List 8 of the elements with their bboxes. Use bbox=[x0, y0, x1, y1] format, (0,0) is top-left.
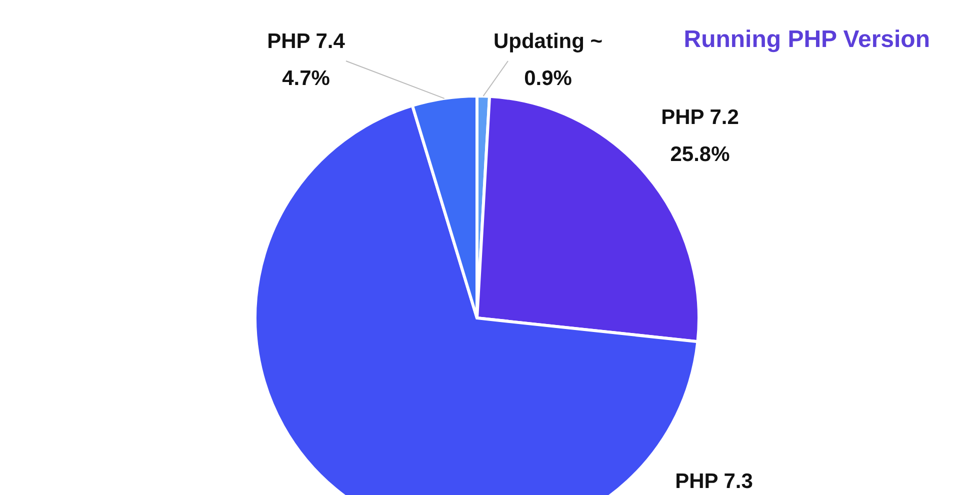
text: Running PHP Version bbox=[684, 26, 930, 53]
slice-label: PHP 7.4 bbox=[267, 30, 346, 53]
slice-label: PHP 7.2 bbox=[661, 106, 739, 129]
data-label: 4.7% bbox=[282, 67, 330, 90]
slice-label: Updating ~ bbox=[493, 30, 603, 53]
data-label: 0.9% bbox=[524, 67, 572, 90]
slice-label: PHP 7.3 bbox=[675, 470, 753, 493]
data-label: 25.8% bbox=[670, 143, 730, 166]
